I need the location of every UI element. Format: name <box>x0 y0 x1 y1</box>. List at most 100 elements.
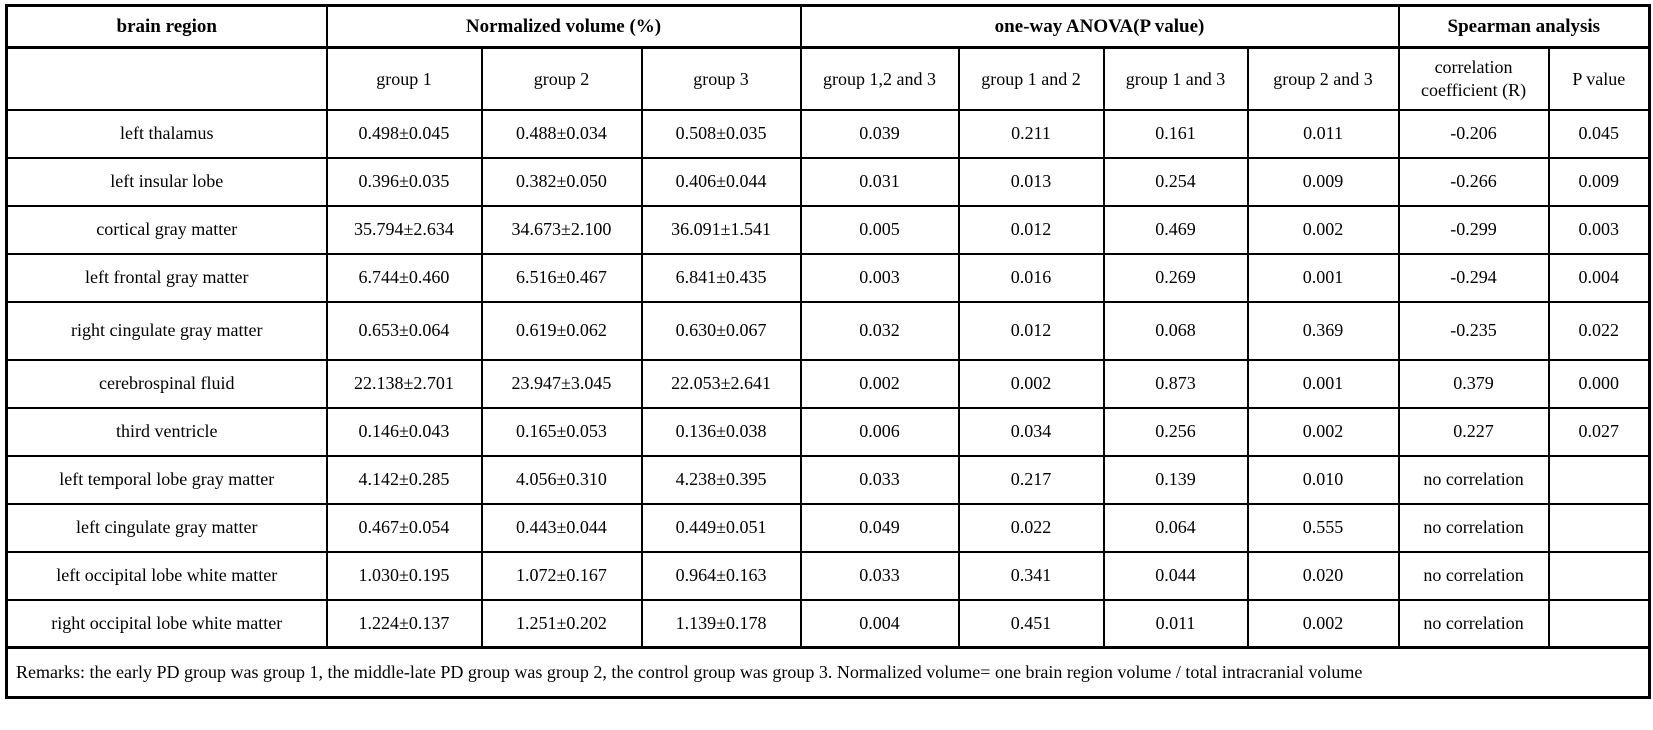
volume-group2-cell: 4.056±0.310 <box>480 454 643 505</box>
anova-group12-cell: 0.211 <box>957 108 1105 159</box>
table-row: left thalamus 0.498±0.045 0.488±0.034 0.… <box>5 108 1651 159</box>
remarks-row: Remarks: the early PD group was group 1,… <box>5 646 1651 699</box>
brain-region-cell: left frontal gray matter <box>5 252 328 303</box>
anova-group123-cell: 0.006 <box>799 406 960 457</box>
p-value-cell: 0.003 <box>1547 204 1651 255</box>
anova-group23-cell: 0.011 <box>1246 108 1400 159</box>
anova-group13-cell: 0.011 <box>1102 598 1249 649</box>
p-value-cell: 0.009 <box>1547 156 1651 207</box>
p-value-cell: 0.022 <box>1547 300 1651 361</box>
anova-group12-cell: 0.013 <box>957 156 1105 207</box>
anova-group23-cell: 0.010 <box>1246 454 1400 505</box>
table-row: third ventricle 0.146±0.043 0.165±0.053 … <box>5 406 1651 457</box>
header-brain-region: brain region <box>5 4 328 49</box>
volume-group3-cell: 0.136±0.038 <box>640 406 802 457</box>
table-row: left insular lobe 0.396±0.035 0.382±0.05… <box>5 156 1651 207</box>
anova-group123-cell: 0.049 <box>799 502 960 553</box>
anova-group123-cell: 0.033 <box>799 550 960 601</box>
volume-group1-cell: 4.142±0.285 <box>325 454 483 505</box>
anova-group13-cell: 0.161 <box>1102 108 1249 159</box>
correlation-coefficient-cell: 0.379 <box>1397 358 1550 409</box>
volume-group3-cell: 4.238±0.395 <box>640 454 802 505</box>
header-group-row: brain region Normalized volume (%) one-w… <box>5 4 1651 49</box>
anova-group23-cell: 0.020 <box>1246 550 1400 601</box>
brain-region-cell: right cingulate gray matter <box>5 300 328 361</box>
volume-group2-cell: 0.382±0.050 <box>480 156 643 207</box>
anova-group12-cell: 0.012 <box>957 204 1105 255</box>
anova-group123-cell: 0.031 <box>799 156 960 207</box>
anova-group23-cell: 0.009 <box>1246 156 1400 207</box>
correlation-coefficient-cell: no correlation <box>1397 454 1550 505</box>
anova-group23-cell: 0.001 <box>1246 358 1400 409</box>
anova-group23-cell: 0.001 <box>1246 252 1400 303</box>
anova-group13-cell: 0.873 <box>1102 358 1249 409</box>
volume-group3-cell: 0.449±0.051 <box>640 502 802 553</box>
volume-group2-cell: 0.165±0.053 <box>480 406 643 457</box>
brain-region-cell: cortical gray matter <box>5 204 328 255</box>
volume-group3-cell: 0.406±0.044 <box>640 156 802 207</box>
anova-group13-cell: 0.256 <box>1102 406 1249 457</box>
anova-group12-cell: 0.451 <box>957 598 1105 649</box>
p-value-cell <box>1547 454 1651 505</box>
brain-region-cell: left thalamus <box>5 108 328 159</box>
subheader-group-3: group 3 <box>640 46 802 111</box>
header-anova: one-way ANOVA(P value) <box>799 4 1400 49</box>
p-value-cell: 0.000 <box>1547 358 1651 409</box>
table-row: left frontal gray matter 6.744±0.460 6.5… <box>5 252 1651 303</box>
anova-group12-cell: 0.341 <box>957 550 1105 601</box>
subheader-group-1: group 1 <box>325 46 483 111</box>
brain-region-cell: third ventricle <box>5 406 328 457</box>
subheader-group-23: group 2 and 3 <box>1246 46 1400 111</box>
table-row: left occipital lobe white matter 1.030±0… <box>5 550 1651 601</box>
subheader-group-2: group 2 <box>480 46 643 111</box>
volume-group3-cell: 0.964±0.163 <box>640 550 802 601</box>
volume-group3-cell: 36.091±1.541 <box>640 204 802 255</box>
anova-group12-cell: 0.016 <box>957 252 1105 303</box>
brain-region-cell: cerebrospinal fluid <box>5 358 328 409</box>
brain-region-cell: left cingulate gray matter <box>5 502 328 553</box>
p-value-cell <box>1547 550 1651 601</box>
correlation-coefficient-cell: -0.206 <box>1397 108 1550 159</box>
brain-region-cell: left temporal lobe gray matter <box>5 454 328 505</box>
brain-region-cell: left insular lobe <box>5 156 328 207</box>
anova-group123-cell: 0.004 <box>799 598 960 649</box>
subheader-group-123: group 1,2 and 3 <box>799 46 960 111</box>
p-value-cell: 0.027 <box>1547 406 1651 457</box>
subheader-p-value: P value <box>1547 46 1651 111</box>
anova-group12-cell: 0.217 <box>957 454 1105 505</box>
volume-group1-cell: 0.396±0.035 <box>325 156 483 207</box>
header-normalized-volume: Normalized volume (%) <box>325 4 802 49</box>
anova-group23-cell: 0.002 <box>1246 204 1400 255</box>
anova-group13-cell: 0.064 <box>1102 502 1249 553</box>
correlation-coefficient-cell: -0.235 <box>1397 300 1550 361</box>
subheader-group-12: group 1 and 2 <box>957 46 1105 111</box>
anova-group12-cell: 0.034 <box>957 406 1105 457</box>
remarks-text: Remarks: the early PD group was group 1,… <box>5 646 1651 699</box>
table-row: cerebrospinal fluid 22.138±2.701 23.947±… <box>5 358 1651 409</box>
table-row: left temporal lobe gray matter 4.142±0.2… <box>5 454 1651 505</box>
anova-group13-cell: 0.044 <box>1102 550 1249 601</box>
anova-group23-cell: 0.555 <box>1246 502 1400 553</box>
volume-group3-cell: 0.508±0.035 <box>640 108 802 159</box>
volume-group1-cell: 0.146±0.043 <box>325 406 483 457</box>
volume-group3-cell: 22.053±2.641 <box>640 358 802 409</box>
volume-group1-cell: 1.224±0.137 <box>325 598 483 649</box>
volume-group2-cell: 34.673±2.100 <box>480 204 643 255</box>
volume-group2-cell: 0.443±0.044 <box>480 502 643 553</box>
anova-group123-cell: 0.002 <box>799 358 960 409</box>
correlation-coefficient-cell: -0.266 <box>1397 156 1550 207</box>
volume-group3-cell: 0.630±0.067 <box>640 300 802 361</box>
table-row: cortical gray matter 35.794±2.634 34.673… <box>5 204 1651 255</box>
subheader-empty <box>5 46 328 111</box>
p-value-cell <box>1547 598 1651 649</box>
anova-group13-cell: 0.269 <box>1102 252 1249 303</box>
volume-group2-cell: 1.072±0.167 <box>480 550 643 601</box>
subheader-row: group 1 group 2 group 3 group 1,2 and 3 … <box>5 46 1651 111</box>
anova-group123-cell: 0.003 <box>799 252 960 303</box>
anova-group13-cell: 0.068 <box>1102 300 1249 361</box>
anova-group13-cell: 0.469 <box>1102 204 1249 255</box>
volume-group1-cell: 0.467±0.054 <box>325 502 483 553</box>
volume-group3-cell: 1.139±0.178 <box>640 598 802 649</box>
volume-group2-cell: 23.947±3.045 <box>480 358 643 409</box>
header-spearman: Spearman analysis <box>1397 4 1651 49</box>
